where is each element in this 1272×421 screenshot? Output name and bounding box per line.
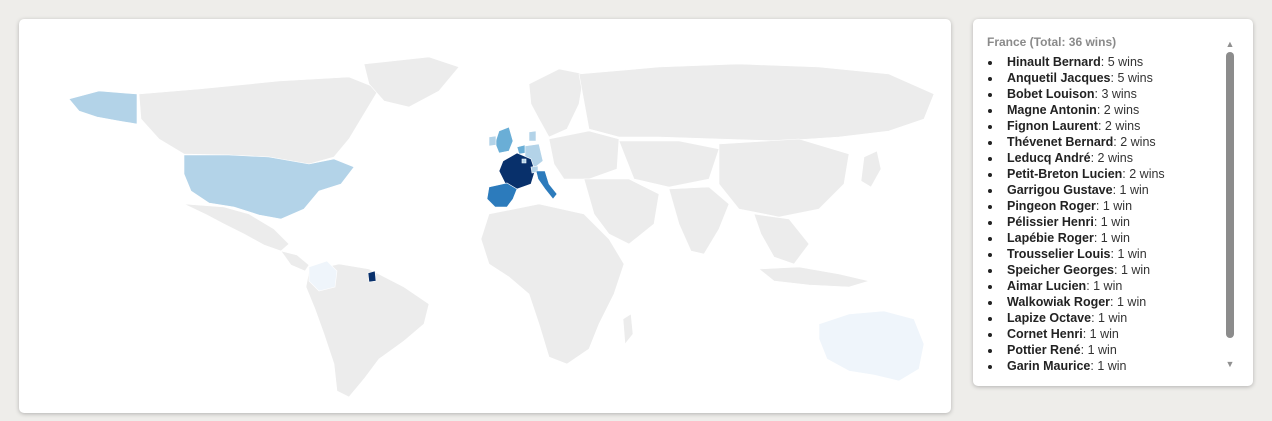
rider-wins: : 5 wins <box>1110 71 1153 85</box>
list-item: Speicher Georges: 1 win <box>987 262 1217 278</box>
country-central-asia[interactable] <box>618 140 720 188</box>
list-item: Thévenet Bernard: 2 wins <box>987 134 1217 150</box>
country-wins-panel: France (Total: 36 wins) Hinault Bernard:… <box>973 19 1253 386</box>
list-item: Lapébie Roger: 1 win <box>987 230 1217 246</box>
rider-name: Pottier René <box>1007 343 1081 357</box>
rider-list: Hinault Bernard: 5 wins Anquetil Jacques… <box>987 54 1217 374</box>
rider-wins: : 1 win <box>1093 231 1130 245</box>
rider-wins: : 3 wins <box>1094 87 1137 101</box>
scrollbar-thumb[interactable] <box>1226 52 1234 338</box>
rider-name: Speicher Georges <box>1007 263 1114 277</box>
rider-name: Fignon Laurent <box>1007 119 1098 133</box>
country-ireland[interactable] <box>488 135 497 147</box>
rider-name: Leducq André <box>1007 151 1091 165</box>
country-australia[interactable] <box>818 310 925 382</box>
rider-wins: : 5 wins <box>1100 55 1144 69</box>
country-central-america[interactable] <box>280 250 310 272</box>
country-indonesia[interactable] <box>758 266 871 288</box>
country-colombia[interactable] <box>308 260 338 292</box>
rider-name: Walkowiak Roger <box>1007 295 1111 309</box>
list-item: Pingeon Roger: 1 win <box>987 198 1217 214</box>
list-item: Garrigou Gustave: 1 win <box>987 182 1217 198</box>
rider-wins: : 1 win <box>1093 215 1130 229</box>
list-item: Garin Maurice: 1 win <box>987 358 1217 374</box>
country-netherlands[interactable] <box>516 144 527 155</box>
country-italy[interactable] <box>535 170 558 200</box>
rider-wins: : 1 win <box>1110 247 1147 261</box>
rider-name: Thévenet Bernard <box>1007 135 1114 149</box>
rider-wins: : 1 win <box>1080 343 1117 357</box>
rider-wins: : 1 win <box>1086 279 1123 293</box>
rider-wins: : 1 win <box>1110 295 1147 309</box>
country-scandinavia[interactable] <box>528 68 585 138</box>
rider-name: Anquetil Jacques <box>1007 71 1111 85</box>
country-china[interactable] <box>718 138 850 218</box>
rider-name: Aimar Lucien <box>1007 279 1087 293</box>
rider-name: Magne Antonin <box>1007 103 1097 117</box>
rider-name: Petit-Breton Lucien <box>1007 167 1123 181</box>
country-india[interactable] <box>668 186 730 255</box>
country-japan[interactable] <box>860 150 882 188</box>
triangle-up-icon[interactable]: ▲ <box>1225 39 1235 49</box>
rider-wins: : 2 wins <box>1097 119 1141 133</box>
country-spain[interactable] <box>486 182 518 208</box>
rider-wins: : 1 win <box>1082 327 1119 341</box>
list-item: Hinault Bernard: 5 wins <box>987 54 1217 70</box>
rider-name: Lapébie Roger <box>1007 231 1094 245</box>
country-denmark[interactable] <box>528 130 537 142</box>
country-usa[interactable] <box>183 154 355 220</box>
country-madagascar[interactable] <box>622 313 634 345</box>
list-item: Cornet Henri: 1 win <box>987 326 1217 342</box>
rider-wins: : 1 win <box>1095 199 1133 213</box>
country-usa-alaska[interactable] <box>68 90 138 125</box>
rider-wins: : 2 wins <box>1113 135 1156 149</box>
list-item: Bobet Louison: 3 wins <box>987 86 1217 102</box>
rider-name: Garin Maurice <box>1007 359 1091 373</box>
rider-name: Hinault Bernard <box>1007 55 1101 69</box>
list-item: Walkowiak Roger: 1 win <box>987 294 1217 310</box>
rider-wins: : 2 wins <box>1096 103 1140 117</box>
list-item: Pottier René: 1 win <box>987 342 1217 358</box>
panel-title: France (Total: 36 wins) <box>987 35 1117 49</box>
rider-name: Bobet Louison <box>1007 87 1095 101</box>
country-middle-east[interactable] <box>583 178 660 245</box>
rider-name: Pingeon Roger <box>1007 199 1096 213</box>
list-item: Pélissier Henri: 1 win <box>987 214 1217 230</box>
world-map-panel[interactable] <box>19 19 951 413</box>
country-luxembourg[interactable] <box>521 158 527 164</box>
country-greenland[interactable] <box>363 56 460 108</box>
country-south-america[interactable] <box>305 263 430 398</box>
country-canada[interactable] <box>138 76 380 165</box>
rider-wins: : 1 win <box>1112 183 1149 197</box>
rider-wins: : 2 wins <box>1122 167 1165 181</box>
country-africa[interactable] <box>480 203 625 365</box>
country-southeast-asia[interactable] <box>753 213 810 265</box>
list-item: Leducq André: 2 wins <box>987 150 1217 166</box>
list-item: Anquetil Jacques: 5 wins <box>987 70 1217 86</box>
world-map[interactable] <box>19 19 951 413</box>
country-russia[interactable] <box>578 63 935 142</box>
rider-name: Garrigou Gustave <box>1007 183 1113 197</box>
rider-name: Lapize Octave <box>1007 311 1092 325</box>
rider-name: Cornet Henri <box>1007 327 1083 341</box>
triangle-down-icon[interactable]: ▼ <box>1225 359 1235 369</box>
country-eastern-europe[interactable] <box>548 130 620 180</box>
country-uk[interactable] <box>494 126 514 154</box>
rider-wins: : 2 wins <box>1090 151 1133 165</box>
rider-name: Trousselier Louis <box>1007 247 1111 261</box>
rider-wins: : 1 win <box>1114 263 1151 277</box>
rider-name: Pélissier Henri <box>1007 215 1094 229</box>
scrollbar[interactable]: ▲ ▼ <box>1225 39 1235 369</box>
rider-wins: : 1 win <box>1091 311 1128 325</box>
list-item: Magne Antonin: 2 wins <box>987 102 1217 118</box>
list-item: Lapize Octave: 1 win <box>987 310 1217 326</box>
list-item: Trousselier Louis: 1 win <box>987 246 1217 262</box>
list-item: Fignon Laurent: 2 wins <box>987 118 1217 134</box>
list-item: Petit-Breton Lucien: 2 wins <box>987 166 1217 182</box>
country-french-guiana[interactable] <box>367 270 377 283</box>
list-item: Aimar Lucien: 1 win <box>987 278 1217 294</box>
rider-wins: : 1 win <box>1090 359 1127 373</box>
